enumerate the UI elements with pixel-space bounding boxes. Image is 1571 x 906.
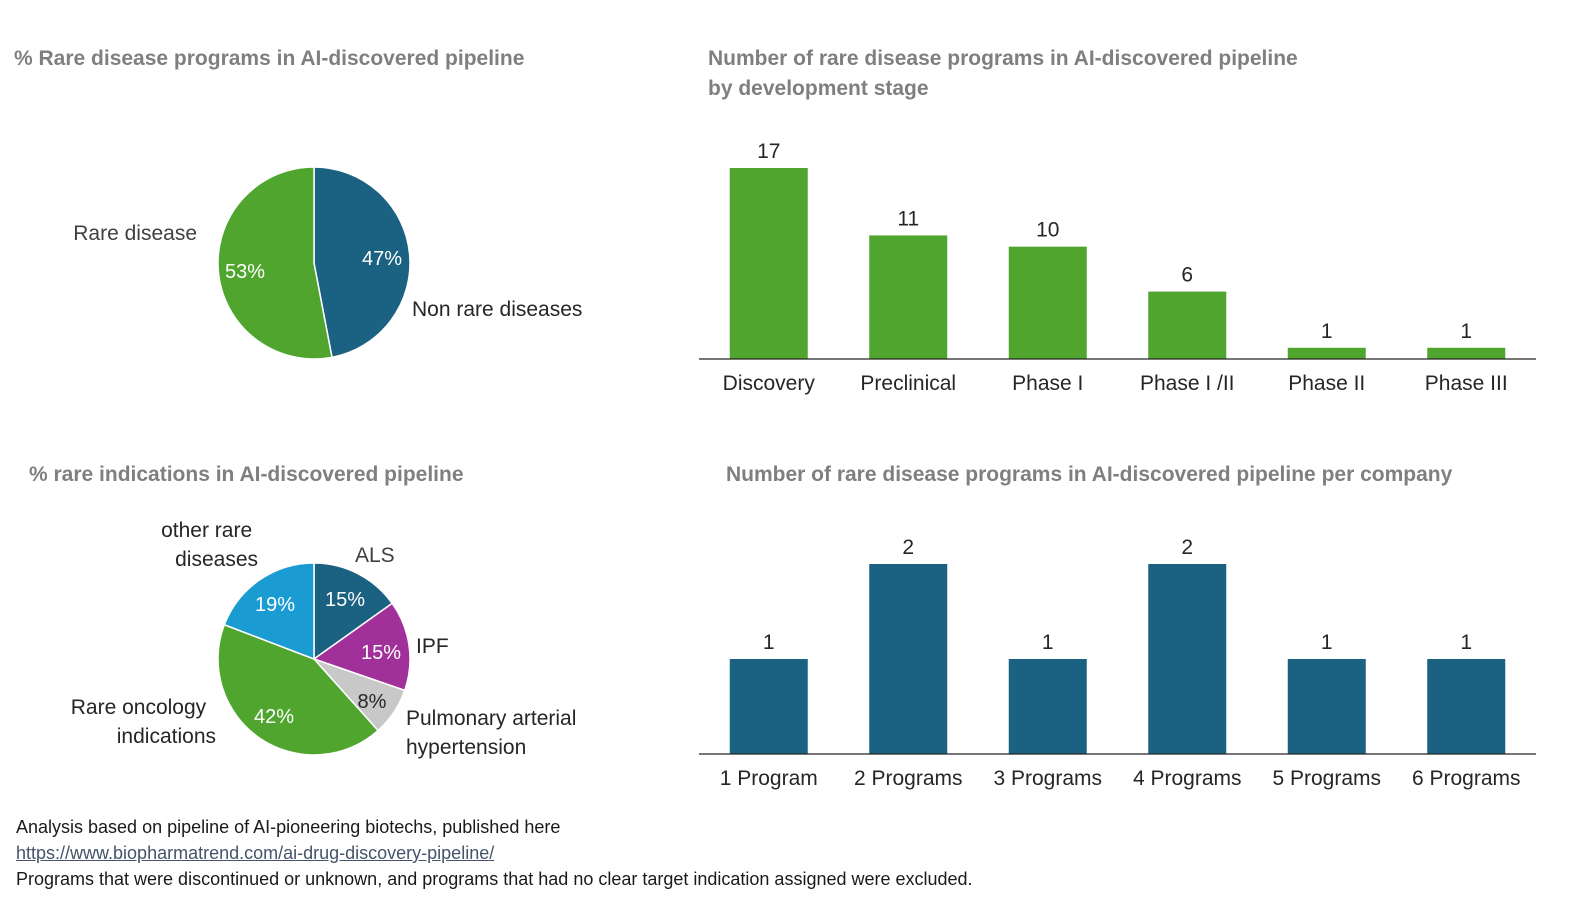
pie2-slice-4: [223, 562, 315, 661]
bar2-bar-3: [1148, 564, 1227, 754]
bar1-bar-2: [1008, 246, 1087, 359]
pie2-value-label-oncology: 42%: [254, 706, 294, 728]
bar2-bar-2: [1008, 659, 1087, 754]
bar2-category-label-4: 5 Programs: [1272, 767, 1381, 790]
pie2-category-label-other: other rare diseases: [161, 519, 258, 571]
pie1-category-label-non-rare: Non rare diseases: [412, 298, 582, 321]
bar2-data-label-4: 1: [1321, 631, 1333, 654]
bar1-category-label-5: Phase III: [1425, 372, 1508, 395]
pie1-value-label-rare: 53%: [225, 261, 265, 283]
pie2-category-label-als: ALS: [355, 544, 395, 567]
pie2-category-label-oncology: Rare oncology indications: [71, 696, 216, 748]
pie2-value-label-other: 19%: [255, 594, 295, 616]
pie2-title: % rare indications in AI-discovered pipe…: [29, 463, 464, 486]
bar1-data-label-5: 1: [1460, 320, 1472, 343]
bar1-data-label-2: 10: [1036, 219, 1059, 242]
footer-source-link[interactable]: https://www.biopharmatrend.com/ai-drug-d…: [16, 843, 495, 863]
bar2-bar-5: [1427, 659, 1506, 754]
pie1-category-label-rare: Rare disease: [73, 222, 197, 245]
bar1-category-label-1: Preclinical: [860, 372, 956, 395]
bar2-data-label-1: 2: [902, 536, 914, 559]
bar1-bar-3: [1148, 291, 1227, 359]
bar2-data-label-2: 1: [1042, 631, 1054, 654]
bar2-bar-1: [869, 564, 948, 754]
pie2-value-label-ipf: 15%: [361, 642, 401, 664]
bar2-data-label-0: 1: [763, 631, 775, 654]
footer-note: Analysis based on pipeline of AI-pioneer…: [16, 814, 973, 892]
bar2-title: Number of rare disease programs in AI-di…: [726, 463, 1453, 486]
pie1-value-label-non-rare: 47%: [362, 248, 402, 270]
pie2-slice-0: [313, 562, 394, 661]
pie1-slice-1: [217, 166, 333, 360]
bar1-category-label-4: Phase II: [1288, 372, 1365, 395]
bar1-bar-5: [1427, 347, 1506, 359]
bar2-bar-4: [1287, 659, 1366, 754]
bar2-category-label-5: 6 Programs: [1412, 767, 1521, 790]
bar1-data-label-4: 1: [1321, 320, 1333, 343]
bar2-category-label-3: 4 Programs: [1133, 767, 1242, 790]
bar2-data-label-3: 2: [1181, 536, 1193, 559]
bar1-category-label-0: Discovery: [723, 372, 816, 395]
bar1-category-label-2: Phase I: [1012, 372, 1083, 395]
pie2-value-label-als: 15%: [325, 589, 365, 611]
bar2-category-label-0: 1 Program: [720, 767, 818, 790]
pie1-slice-0: [313, 166, 411, 359]
bar1-bar-1: [869, 235, 948, 359]
pie2-slice-3: [217, 623, 380, 756]
bar1-data-label-0: 17: [757, 140, 780, 163]
bar2-bar-0: [729, 659, 808, 754]
pie1-title: % Rare disease programs in AI-discovered…: [14, 47, 525, 70]
bar1-subtitle: by development stage: [708, 77, 929, 100]
bar1-category-label-3: Phase I /II: [1140, 372, 1235, 395]
footer-line-source: Analysis based on pipeline of AI-pioneer…: [16, 817, 561, 837]
pie2-category-label-pah: Pulmonary arterial hypertension: [406, 707, 582, 759]
bar1-title: Number of rare disease programs in AI-di…: [708, 47, 1298, 70]
footer-line-exclusions: Programs that were discontinued or unkno…: [16, 869, 973, 889]
bar2-data-label-5: 1: [1460, 631, 1472, 654]
bar2-category-label-2: 3 Programs: [993, 767, 1102, 790]
pie2-value-label-pah: 8%: [358, 691, 387, 713]
bar1-data-label-3: 6: [1181, 264, 1193, 287]
bar1-bar-4: [1287, 347, 1366, 359]
pie2-category-label-ipf: IPF: [416, 635, 449, 658]
bar2-category-label-1: 2 Programs: [854, 767, 963, 790]
pie2-slice-1: [312, 602, 411, 692]
bar1-bar-0: [729, 168, 808, 359]
bar1-data-label-1: 11: [897, 207, 919, 230]
